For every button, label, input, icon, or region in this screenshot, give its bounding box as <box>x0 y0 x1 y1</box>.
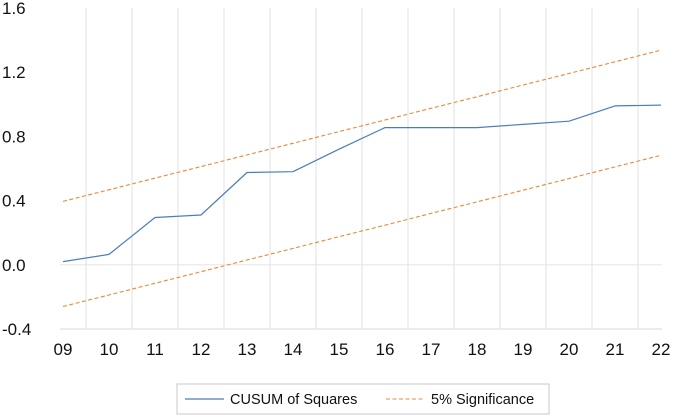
x-tick-label: 19 <box>514 340 533 359</box>
y-tick-label: -0.4 <box>2 320 31 339</box>
x-tick-label: 17 <box>422 340 441 359</box>
x-tick-label: 14 <box>284 340 303 359</box>
series-line-2 <box>62 154 662 308</box>
x-tick-label: 11 <box>146 340 164 359</box>
x-tick-label: 18 <box>468 340 487 359</box>
x-tick-label: 10 <box>100 340 119 359</box>
tick-labels: -0.4 0.0 0.4 0.8 1.2 1.6 09 10 11 12 13 14 15 16 17 18 1… <box>2 0 670 359</box>
legend-box <box>176 383 550 415</box>
legend: CUSUM of Squares 5% Significance <box>176 383 550 415</box>
x-tick-label: 22 <box>652 340 671 359</box>
series-line-1 <box>62 49 662 202</box>
x-tick-label: 15 <box>330 340 349 359</box>
legend-label-1: 5% Significance <box>431 392 534 408</box>
y-tick-label: 1.2 <box>2 63 26 82</box>
x-tick-label: 16 <box>376 340 395 359</box>
y-tick-label: 0.0 <box>2 256 26 275</box>
grid-lines <box>85 8 639 329</box>
legend-label-0: CUSUM of Squares <box>230 392 357 408</box>
series-line-0 <box>62 104 662 263</box>
x-tick-label: 20 <box>560 340 579 359</box>
x-tick-label: 12 <box>192 340 211 359</box>
y-tick-label: 1.6 <box>2 0 26 18</box>
y-tick-label: 0.4 <box>2 192 26 211</box>
y-tick-label: 0.8 <box>2 127 26 146</box>
series-lines <box>62 49 662 308</box>
x-tick-label: 09 <box>54 340 73 359</box>
x-tick-label: 13 <box>238 340 257 359</box>
x-tick-label: 21 <box>606 340 625 359</box>
axes <box>60 264 662 330</box>
